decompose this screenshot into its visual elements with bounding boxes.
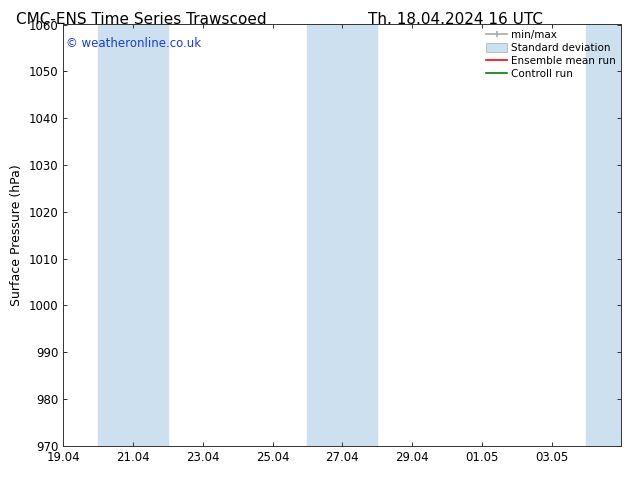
Bar <box>307 24 377 446</box>
Y-axis label: Surface Pressure (hPa): Surface Pressure (hPa) <box>10 164 23 306</box>
Text: Th. 18.04.2024 16 UTC: Th. 18.04.2024 16 UTC <box>368 12 543 27</box>
Bar <box>98 24 168 446</box>
Text: CMC-ENS Time Series Trawscoed: CMC-ENS Time Series Trawscoed <box>16 12 266 27</box>
Text: © weatheronline.co.uk: © weatheronline.co.uk <box>66 37 202 50</box>
Legend: min/max, Standard deviation, Ensemble mean run, Controll run: min/max, Standard deviation, Ensemble me… <box>483 26 619 82</box>
Bar <box>586 24 621 446</box>
